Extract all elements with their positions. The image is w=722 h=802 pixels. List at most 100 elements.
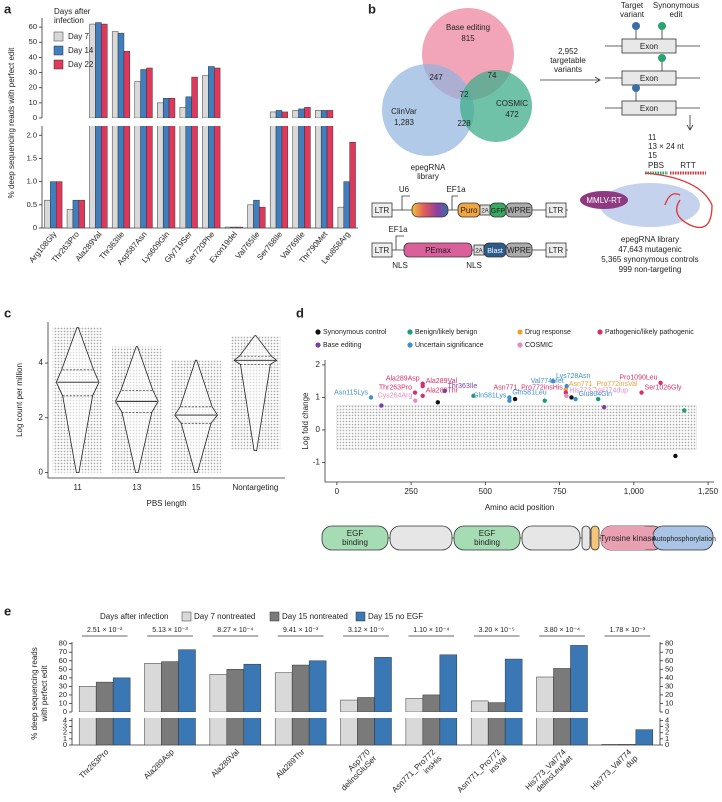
y-tick-label: 2 [63,728,67,737]
y-tick-label: 1 [316,393,321,402]
bar [191,76,198,118]
bar [168,98,176,118]
bar [230,226,238,228]
length-text: 15 [648,151,657,160]
x-tick-label-line: Thr263Pro [77,747,110,780]
synonymous-dot [658,54,666,62]
legend-label: Uncertain significance [415,342,484,349]
legend-label: Base editing [323,342,362,349]
bar [178,718,196,745]
y-tick-label: 0 [63,740,67,749]
bar [275,110,283,118]
venn-set: Base editing [446,23,490,32]
legend-label: Day 22 [68,60,94,69]
bar [281,111,289,118]
y-tick-label: 30 [665,681,673,690]
bar [553,668,571,712]
p-value: 2.51 × 10⁻² [87,627,123,634]
domain [521,525,581,551]
synonymous-dot [658,22,666,30]
domain [389,525,453,551]
y-axis-label: Log fold change [301,392,310,449]
epegrna-cassette [411,202,449,218]
legend-title: infection [54,16,84,25]
legend-marker [315,329,321,335]
bar [269,111,277,118]
y-tick-label: 40 [665,673,673,682]
bar [470,718,489,745]
point [573,396,578,402]
x-tick-label-line: Ala289Asp [142,747,176,781]
bar [117,32,125,118]
point-label: Thr363Ile [448,383,478,390]
bar [224,226,232,228]
y-tick-label: 1 [63,734,67,743]
lollipop-stick [635,29,663,101]
y-tick-label: 60 [665,656,673,665]
legend-label: Day 14 [68,46,94,55]
venn: Base editing 815 ClinVar 1,283 COSMIC 47… [382,8,532,156]
point [420,381,425,386]
x-tick-label: His773_Val774delinsLeuMet [524,747,575,798]
y-tick-label: 4 [665,715,669,724]
ltr [371,242,393,258]
bar [405,698,424,712]
arrow-label: targetable [550,56,586,65]
point [550,378,556,384]
p-value: 1.78 × 10⁻³ [610,627,646,634]
legend-marker [517,329,523,335]
element-label: Blast [487,248,503,255]
x-tick-label: 13 [132,483,141,492]
protein-domains: EGF binding EGF binding Tyrosine kinase … [321,525,716,551]
panel-label: b [368,1,376,16]
library-text: 5,365 synonymous controls [601,255,698,264]
promoter-arrow [401,195,458,210]
bar [536,676,554,712]
bar [487,702,506,712]
y-tick-label: 0 [316,425,321,434]
legend-swatch [53,31,64,42]
x-tick-label: 0 [335,487,340,496]
legend-swatch [53,45,64,56]
element-label: 2A [481,209,488,215]
x-tick-label: 750 [553,487,567,496]
p-value: 5.13 × 10⁻³ [152,627,188,634]
y-axis-label: % deep sequencing reads [30,647,39,740]
y-tick-label: 50 [59,664,67,673]
bar [208,126,215,228]
bar [117,126,125,228]
y-tick-label: 30 [29,68,37,77]
bar [202,126,209,228]
domain-label: EGF [479,529,496,538]
point-label: Thr263Pro [379,384,412,391]
y-tick-label: 70 [665,647,673,656]
point-label: Ala289Thr [426,388,459,395]
x-tick-label: Asn771_Pro772insVal [456,747,510,801]
y-tick-label: 0.5 [27,200,37,209]
y-tick-label: 3 [63,722,67,731]
bar [504,658,523,712]
domain [590,525,600,551]
point-cloud [336,405,697,450]
legend-text: edit [670,10,684,19]
bar [326,110,334,118]
bar [111,126,119,228]
legend-swatch [181,611,192,622]
y-tick-label: 0 [33,223,37,232]
element-label: LTR [375,246,390,255]
panel-label: e [4,603,11,618]
legend-marker [407,342,413,348]
point-label: Ser1026Gly [645,384,682,391]
bar [570,645,588,712]
domain-label: binding [342,538,368,547]
violin [55,327,100,473]
domain-label: Tyrosine kinase [600,534,656,543]
ltr [371,202,393,218]
y-tick-label: 30 [59,681,67,690]
vector-1: LTR U6 epegRNA library EF1a Puro 2A GFP … [371,163,568,218]
point [601,404,607,410]
bar [570,718,588,745]
legend-label: Drug response [525,329,571,336]
x-tick-label-line: Ala289Val [209,747,241,779]
point [507,395,512,400]
